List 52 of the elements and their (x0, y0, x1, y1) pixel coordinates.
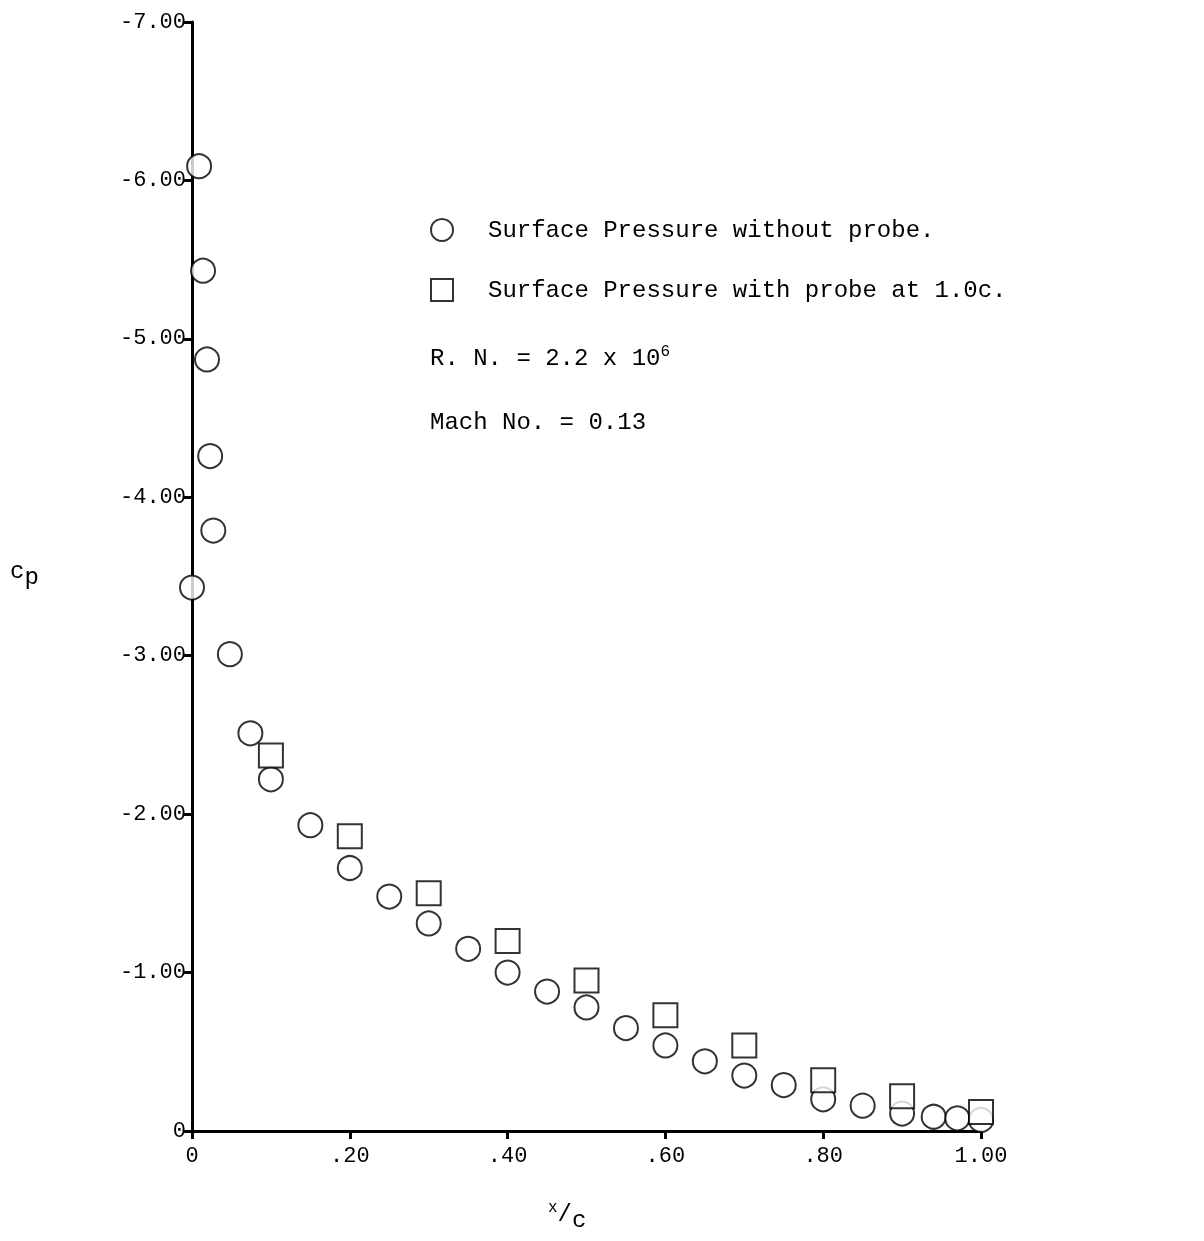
legend-label: Surface Pressure with probe at 1.0c. (488, 276, 1007, 304)
point (179, 574, 205, 601)
point (691, 1048, 718, 1075)
y-tick-label: -4.00 (119, 484, 186, 510)
point (297, 812, 324, 839)
point (216, 641, 243, 668)
point (257, 742, 284, 769)
point (494, 927, 521, 954)
point (186, 153, 213, 180)
x-tick-label: .20 (330, 1143, 370, 1169)
point (455, 935, 482, 962)
point (849, 1092, 876, 1119)
point (257, 766, 284, 793)
annotation: R. N. = 2.2 x 10$^{6}$ (430, 343, 671, 372)
x-tick-label: .60 (645, 1143, 686, 1169)
point (920, 1103, 947, 1130)
point (573, 967, 600, 994)
point (336, 823, 363, 850)
point (652, 1002, 679, 1029)
point (770, 1072, 797, 1099)
y-tick-label: -3.00 (119, 643, 186, 669)
y-tick-label: -2.00 (119, 801, 186, 827)
annotation: Mach No. = 0.13 (430, 409, 647, 436)
y-tick-label: -7.00 (119, 9, 186, 35)
point (415, 880, 442, 907)
point (612, 1015, 639, 1042)
point (494, 959, 521, 986)
x-tick-label: .40 (487, 1143, 528, 1169)
point (731, 1032, 758, 1059)
point (200, 517, 227, 544)
point (810, 1067, 837, 1094)
point (190, 257, 217, 284)
y-tick-label: -5.00 (119, 326, 186, 352)
point (197, 443, 224, 470)
point (534, 978, 561, 1005)
point (336, 855, 363, 881)
y-tick-label: 0 (172, 1118, 186, 1144)
point (237, 720, 264, 747)
point (968, 1098, 994, 1125)
y-tick-label: -1.00 (119, 960, 186, 986)
point (376, 883, 403, 910)
y-tick-label: -6.00 (119, 167, 186, 193)
point (194, 346, 220, 373)
x-tick-label: 1.00 (954, 1143, 1008, 1169)
point (573, 994, 600, 1021)
point (944, 1105, 971, 1132)
point (415, 910, 442, 937)
point (889, 1083, 916, 1110)
point (731, 1062, 758, 1089)
point (652, 1032, 679, 1059)
x-tick-label: .80 (803, 1143, 843, 1169)
legend-label: Surface Pressure without probe. (488, 216, 935, 244)
